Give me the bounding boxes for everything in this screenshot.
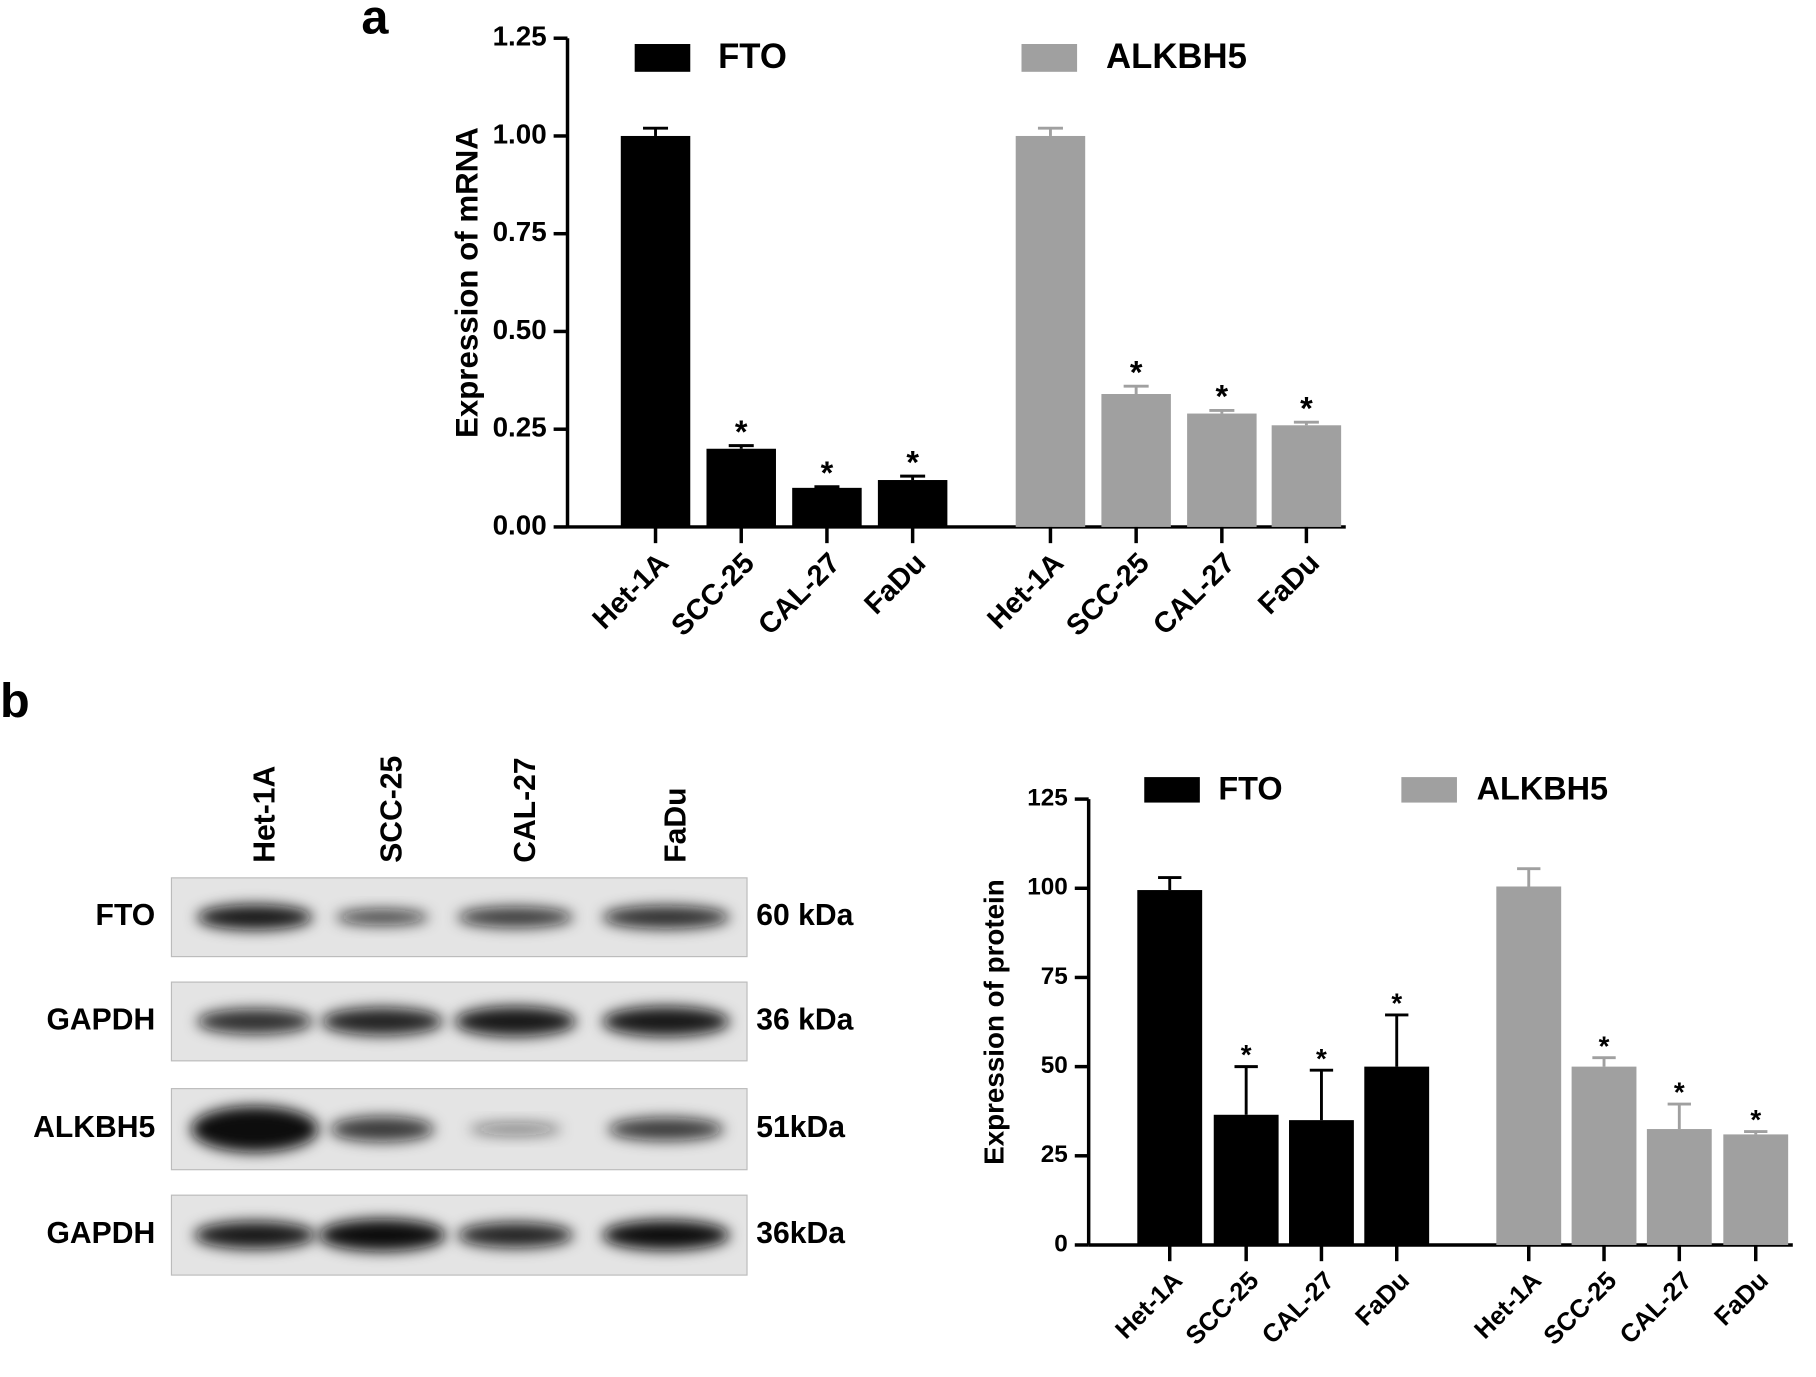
- blot-size-label: 60 kDa: [756, 899, 853, 932]
- legend-label: FTO: [718, 38, 787, 76]
- significance-marker: *: [1391, 988, 1402, 1019]
- bar: [1101, 394, 1171, 527]
- significance-marker: *: [821, 455, 834, 491]
- bar: [1571, 1066, 1637, 1245]
- x-tick-label: FaDu: [858, 547, 932, 621]
- legend-swatch: [1144, 777, 1200, 803]
- y-tick-label: 75: [1041, 963, 1068, 990]
- bar: [706, 448, 776, 527]
- y-tick-label: 125: [1027, 785, 1068, 812]
- y-tick-label: 0.50: [493, 314, 547, 345]
- significance-marker: *: [1674, 1077, 1685, 1108]
- blot-band: [454, 1006, 577, 1037]
- significance-marker: *: [1241, 1039, 1252, 1070]
- bar: [1723, 1134, 1789, 1245]
- blot-band: [457, 1222, 574, 1248]
- lane-label: SCC-25: [376, 756, 409, 863]
- x-tick-label: FaDu: [1350, 1267, 1415, 1332]
- blot-band: [335, 909, 429, 926]
- panel-label: b: [0, 674, 30, 728]
- blot-band: [196, 1008, 313, 1035]
- blot-band: [194, 1221, 316, 1250]
- blot-row-label: FTO: [96, 899, 156, 932]
- x-tick-label: Het-1A: [1469, 1267, 1547, 1345]
- bar: [1646, 1129, 1712, 1245]
- bar: [1137, 890, 1203, 1245]
- significance-marker: *: [1316, 1043, 1327, 1074]
- bar: [1015, 135, 1086, 527]
- x-tick-label: FaDu: [1252, 547, 1326, 621]
- bar: [1213, 1114, 1279, 1245]
- significance-marker: *: [1130, 354, 1143, 390]
- bar: [1496, 886, 1562, 1245]
- bar: [1364, 1066, 1430, 1245]
- y-tick-label: 100: [1027, 874, 1068, 901]
- lane-label: CAL-27: [509, 757, 542, 862]
- y-tick-label: 0.00: [493, 509, 547, 540]
- y-tick-label: 50: [1041, 1052, 1068, 1079]
- legend-swatch: [1021, 44, 1078, 72]
- x-tick-label: FaDu: [1709, 1267, 1774, 1332]
- y-axis-label: Expression of mRNA: [449, 127, 484, 438]
- x-tick-label: CAL-27: [1257, 1267, 1340, 1350]
- blot-size-label: 36 kDa: [756, 1003, 853, 1036]
- x-tick-label: SCC-25: [1181, 1267, 1265, 1351]
- blot-band: [330, 1116, 435, 1142]
- blot-band: [196, 904, 313, 930]
- y-tick-label: 25: [1041, 1141, 1068, 1168]
- blot-band: [321, 1007, 444, 1036]
- x-tick-label: CAL-27: [1147, 547, 1241, 641]
- significance-marker: *: [735, 414, 748, 450]
- blot-row-label: ALKBH5: [33, 1111, 155, 1144]
- bar: [1187, 413, 1257, 527]
- legend-label: ALKBH5: [1106, 38, 1247, 76]
- blot-band: [602, 905, 730, 929]
- legend-swatch: [634, 44, 691, 72]
- bar: [620, 135, 691, 527]
- legend-label: FTO: [1218, 771, 1282, 807]
- y-tick-label: 0.75: [493, 216, 547, 247]
- significance-marker: *: [1216, 379, 1229, 415]
- y-tick-label: 1.00: [493, 118, 547, 149]
- lane-label: FaDu: [659, 788, 692, 863]
- blot-band: [457, 906, 574, 928]
- blot-row-label: GAPDH: [46, 1003, 155, 1036]
- y-tick-label: 0: [1054, 1230, 1068, 1257]
- blot-size-label: 36kDa: [756, 1217, 845, 1250]
- y-tick-label: 1.25: [493, 21, 547, 52]
- blot-band: [602, 1220, 730, 1251]
- y-axis-label: Expression of protein: [978, 879, 1009, 1165]
- blot-row-label: GAPDH: [46, 1217, 155, 1250]
- significance-marker: *: [906, 444, 919, 480]
- lane-label: Het-1A: [248, 766, 281, 863]
- y-tick-label: 0.25: [493, 412, 547, 443]
- blot-size-label: 51kDa: [756, 1111, 845, 1144]
- blot-band: [191, 1106, 319, 1153]
- x-tick-label: CAL-27: [1615, 1267, 1698, 1350]
- x-tick-label: SCC-25: [1538, 1267, 1622, 1351]
- bar: [792, 487, 862, 527]
- blot-band: [469, 1122, 562, 1137]
- bar: [1289, 1120, 1354, 1245]
- panel-label: a: [361, 0, 389, 45]
- x-tick-label: SCC-25: [1060, 547, 1155, 642]
- significance-marker: *: [1300, 390, 1313, 426]
- x-tick-label: Het-1A: [981, 547, 1070, 636]
- x-tick-label: CAL-27: [752, 547, 846, 641]
- bar: [1271, 425, 1342, 527]
- significance-marker: *: [1599, 1030, 1610, 1061]
- x-tick-label: Het-1A: [587, 547, 676, 636]
- x-tick-label: SCC-25: [665, 547, 760, 642]
- legend-label: ALKBH5: [1477, 771, 1608, 807]
- x-tick-label: Het-1A: [1110, 1267, 1188, 1345]
- blot-band: [608, 1117, 724, 1141]
- blot-band: [602, 1006, 730, 1037]
- legend-swatch: [1401, 777, 1457, 803]
- bar: [877, 480, 948, 527]
- significance-marker: *: [1750, 1104, 1761, 1135]
- blot-band: [318, 1218, 446, 1252]
